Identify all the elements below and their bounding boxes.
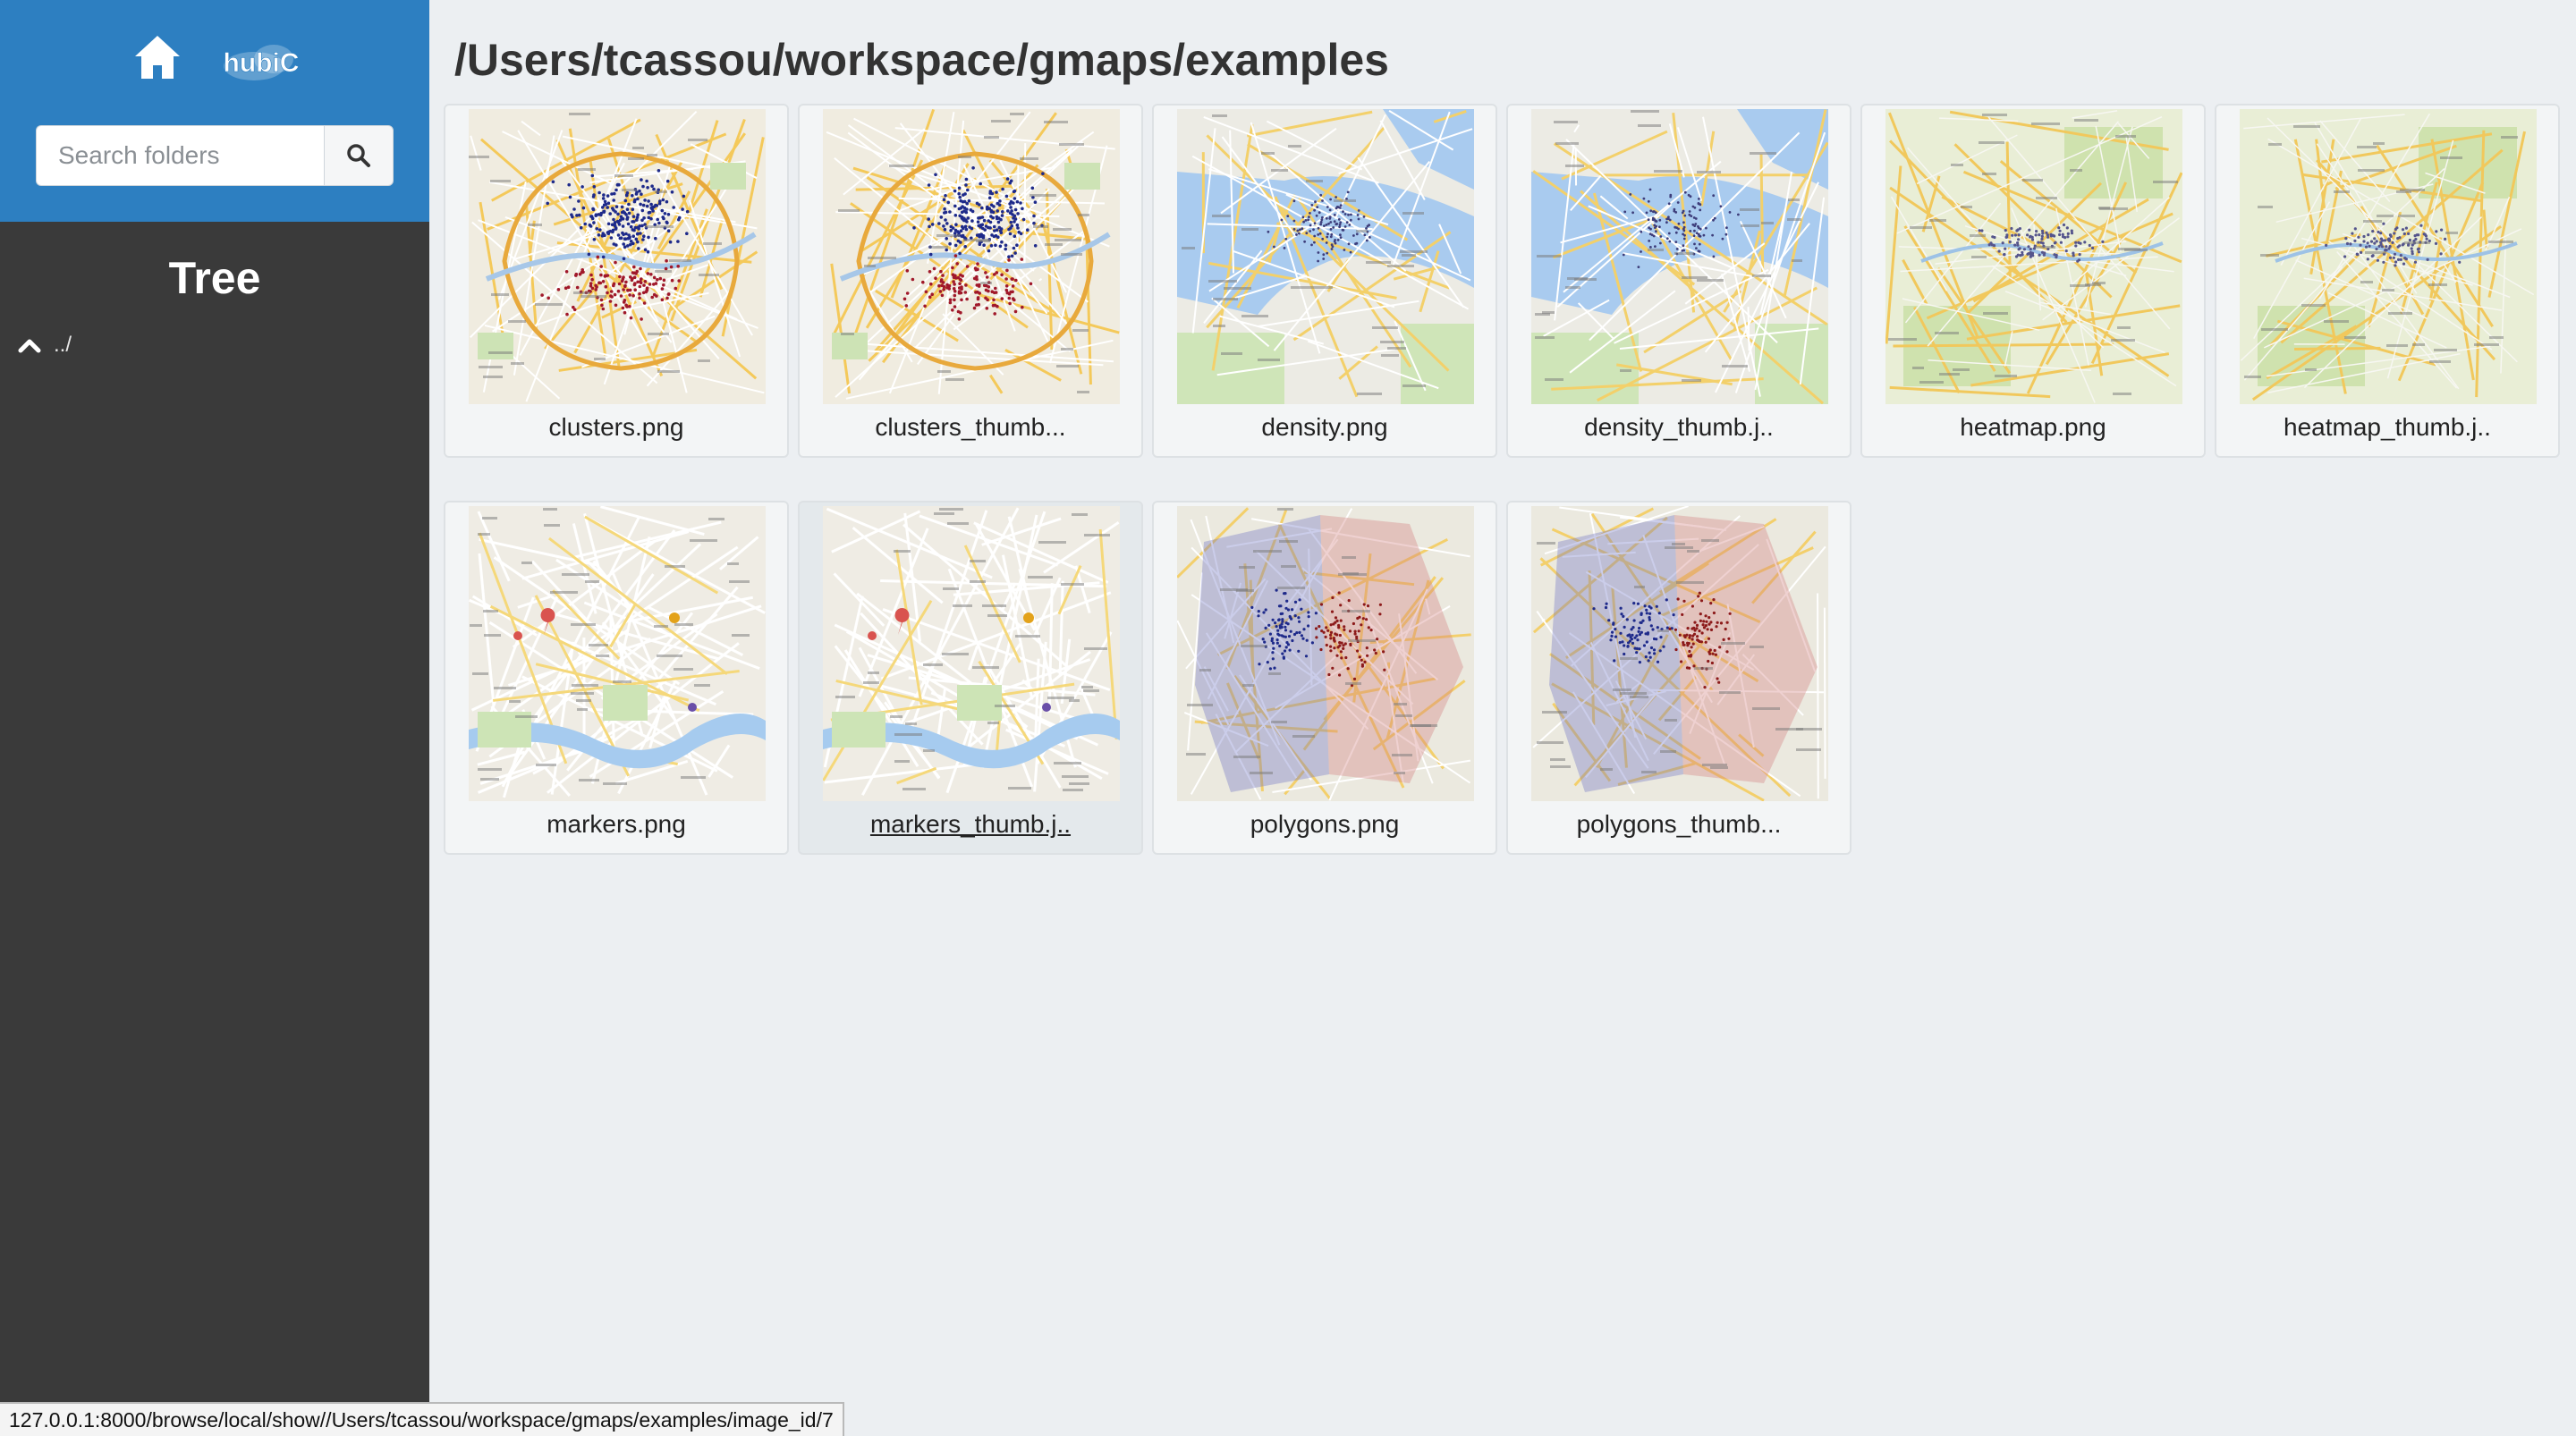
file-tile[interactable]: clusters.png bbox=[444, 104, 789, 458]
file-tile[interactable]: markers_thumb.j.. bbox=[798, 501, 1143, 855]
file-name-link[interactable]: density.png bbox=[1261, 413, 1388, 441]
search-bar bbox=[36, 125, 394, 186]
polygons-thumbnail bbox=[1177, 506, 1474, 801]
file-name-link[interactable]: clusters_thumb... bbox=[875, 413, 1066, 441]
file-name-link[interactable]: density_thumb.j.. bbox=[1584, 413, 1774, 441]
heatmap-thumbnail bbox=[1885, 109, 2182, 404]
search-button[interactable] bbox=[324, 125, 394, 186]
file-name-link[interactable]: markers_thumb.j.. bbox=[869, 810, 1072, 838]
clusters-thumbnail bbox=[823, 109, 1120, 404]
tree-parent-label: ../ bbox=[54, 333, 72, 357]
folder-path-title: /Users/tcassou/workspace/gmaps/examples bbox=[454, 35, 1389, 85]
chevron-up-icon bbox=[18, 339, 41, 353]
tree-parent-link[interactable]: ../ bbox=[18, 333, 72, 358]
file-name-link[interactable]: clusters.png bbox=[548, 413, 684, 441]
clusters-thumbnail bbox=[469, 109, 766, 404]
file-tile[interactable]: density.png bbox=[1152, 104, 1497, 458]
polygons-thumbnail bbox=[1531, 506, 1828, 801]
hubic-logo-text: hubiC bbox=[224, 48, 300, 78]
file-name-link[interactable]: polygons.png bbox=[1250, 810, 1400, 838]
sidebar-header: hubiC bbox=[0, 0, 429, 222]
file-tile[interactable]: clusters_thumb... bbox=[798, 104, 1143, 458]
tree-title: Tree bbox=[168, 253, 261, 303]
file-tile[interactable]: heatmap.png bbox=[1860, 104, 2206, 458]
file-name-link[interactable]: heatmap_thumb.j.. bbox=[2284, 413, 2491, 441]
home-icon[interactable] bbox=[132, 32, 182, 82]
file-tile[interactable]: polygons_thumb... bbox=[1506, 501, 1852, 855]
sidebar: hubiC Tree ../ bbox=[0, 0, 429, 1436]
search-icon bbox=[347, 144, 370, 167]
markers-thumbnail bbox=[823, 506, 1120, 801]
file-tile[interactable]: heatmap_thumb.j.. bbox=[2215, 104, 2560, 458]
search-input[interactable] bbox=[36, 125, 324, 186]
file-name-link[interactable]: markers.png bbox=[547, 810, 686, 838]
hubic-logo[interactable]: hubiC bbox=[220, 39, 302, 84]
file-tile[interactable]: polygons.png bbox=[1152, 501, 1497, 855]
file-tile[interactable]: density_thumb.j.. bbox=[1506, 104, 1852, 458]
density-thumbnail bbox=[1177, 109, 1474, 404]
status-bar-url: 127.0.0.1:8000/browse/local/show//Users/… bbox=[0, 1402, 844, 1436]
file-name-link[interactable]: polygons_thumb... bbox=[1576, 810, 1782, 838]
density-thumbnail bbox=[1531, 109, 1828, 404]
heatmap-thumbnail bbox=[2240, 109, 2537, 404]
markers-thumbnail bbox=[469, 506, 766, 801]
file-tile[interactable]: markers.png bbox=[444, 501, 789, 855]
file-name-link[interactable]: heatmap.png bbox=[1960, 413, 2106, 441]
